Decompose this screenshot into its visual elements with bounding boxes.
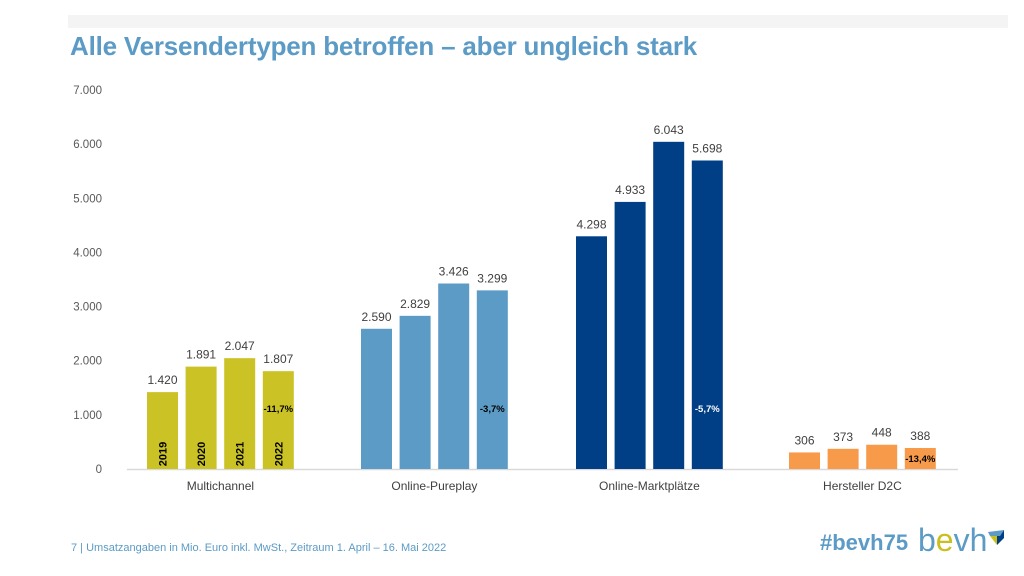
logo-vh: vh xyxy=(953,522,988,558)
data-label: 2.590 xyxy=(361,310,391,324)
y-axis: 0 1.000 2.000 3.000 4.000 5.000 6.000 7.000 xyxy=(73,85,102,476)
y-tick-label: 5.000 xyxy=(73,193,102,205)
logo-e: e xyxy=(935,522,954,558)
bar xyxy=(576,236,607,469)
bar xyxy=(438,283,470,469)
bar xyxy=(399,315,431,469)
header-band xyxy=(68,15,1008,28)
data-label: 373 xyxy=(833,430,853,444)
logo-b: b xyxy=(918,522,936,558)
data-label: 388 xyxy=(910,429,930,443)
bar xyxy=(904,447,936,469)
data-label: 1.807 xyxy=(263,352,293,366)
bar xyxy=(614,201,646,470)
x-category-label: Online-Marktplätze xyxy=(599,479,700,493)
data-label: 5.698 xyxy=(692,141,722,155)
y-tick-label: 0 xyxy=(96,464,102,476)
slide-title: Alle Versendertypen betroffen – aber ung… xyxy=(70,31,698,61)
data-label: 6.043 xyxy=(654,123,684,137)
x-category-label: Multichannel xyxy=(187,479,254,493)
y-tick-label: 3.000 xyxy=(73,302,102,314)
change-annotation: -5,7% xyxy=(695,404,720,415)
change-annotation: -11,7% xyxy=(264,404,294,415)
year-label: 2019 xyxy=(158,442,170,466)
bevh-logo: bevh xyxy=(918,522,987,559)
y-tick-label: 1.000 xyxy=(73,410,102,422)
y-tick-label: 4.000 xyxy=(73,247,102,259)
data-label: 3.426 xyxy=(439,265,469,279)
year-label: 2020 xyxy=(196,442,208,466)
footer: 7 | Umsatzangaben in Mio. Euro inkl. MwS… xyxy=(71,542,446,554)
hashtag: #bevh75 xyxy=(820,530,909,555)
year-label: 2021 xyxy=(235,442,247,466)
change-annotation: -3,7% xyxy=(480,404,505,415)
data-label: 1.420 xyxy=(147,373,177,387)
bar xyxy=(476,290,508,469)
footer-separator: | xyxy=(77,542,87,554)
bar xyxy=(147,392,178,469)
data-label: 4.298 xyxy=(576,217,606,231)
y-tick-label: 6.000 xyxy=(73,139,102,151)
page-number: 7 xyxy=(71,542,78,554)
bar xyxy=(653,141,685,470)
data-label: 3.299 xyxy=(477,271,507,285)
bar xyxy=(262,371,294,469)
y-tick-label: 7.000 xyxy=(73,85,102,97)
bar-group-online-marktpl-tze: 4.298 4.933 6.043 5.698 -5,7% xyxy=(576,123,723,470)
bar xyxy=(789,452,820,469)
bar xyxy=(827,448,859,469)
bevh-cube-icon xyxy=(988,530,1004,545)
bar-group-online-pureplay: 2.590 2.829 3.426 3.299 -3,7% xyxy=(361,265,508,469)
x-axis-labels: Multichannel Online-Pureplay Online-Marktp… xyxy=(187,479,902,493)
footer-note: Umsatzangaben in Mio. Euro inkl. MwSt., … xyxy=(86,542,447,554)
change-annotation: -13,4% xyxy=(905,454,936,465)
bar xyxy=(691,160,723,469)
bar-group-hersteller-d2c: 306 373 448 388 -13,4% xyxy=(789,426,936,469)
data-label: 1.891 xyxy=(186,348,216,362)
x-category-label: Hersteller D2C xyxy=(823,479,902,493)
bars: 1.420 2019 1.891 2020 2.047 2021 1.807 2022 -11,… xyxy=(147,123,936,470)
bar xyxy=(866,444,898,469)
x-category-label: Online-Pureplay xyxy=(391,479,477,493)
bar xyxy=(361,328,392,469)
bar xyxy=(185,366,217,469)
year-label: 2022 xyxy=(273,442,285,466)
data-label: 4.933 xyxy=(615,183,645,197)
y-tick-label: 2.000 xyxy=(73,356,102,368)
bar xyxy=(224,358,256,469)
data-label: 2.047 xyxy=(225,339,255,353)
data-label: 306 xyxy=(794,433,814,447)
data-label: 448 xyxy=(872,426,892,440)
data-label: 2.829 xyxy=(400,297,430,311)
bar-group-multichannel: 1.420 2019 1.891 2020 2.047 2021 1.807 2022 -11,… xyxy=(147,339,294,469)
